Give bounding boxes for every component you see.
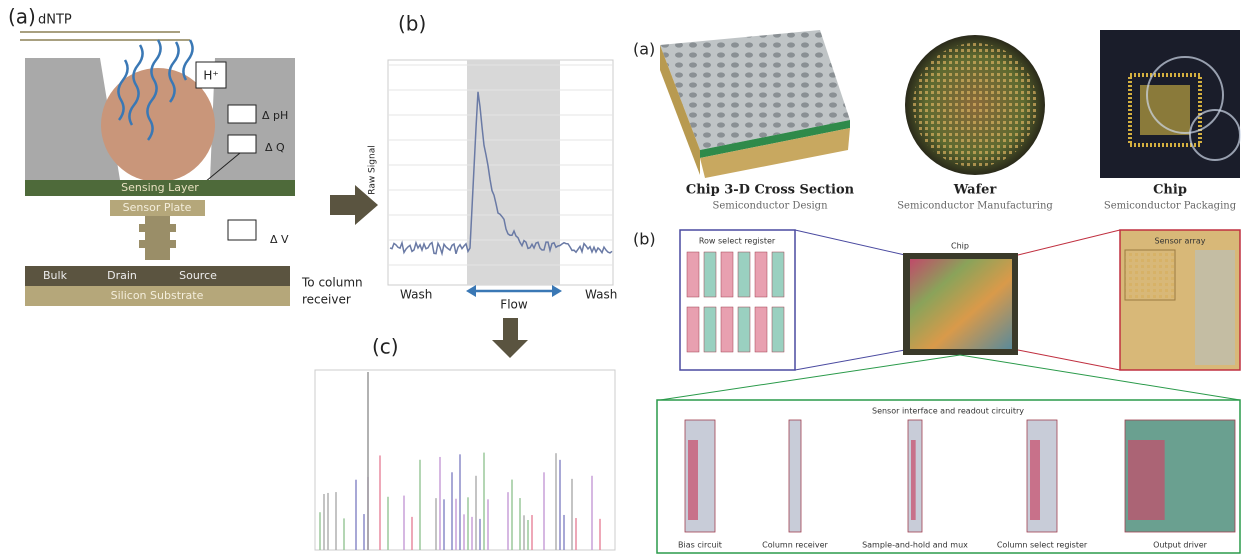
delta-ph: Δ pH [262, 109, 288, 122]
component-detail [1128, 440, 1165, 520]
cell [704, 307, 716, 352]
plot-area [315, 370, 615, 550]
dntp-label: dNTP [38, 13, 72, 28]
delta-q: Δ Q [265, 141, 285, 154]
cell [687, 252, 699, 297]
substrate-label: Silicon Substrate [111, 289, 204, 302]
sensor-grid [1125, 250, 1175, 300]
delta-v: Δ V [270, 233, 289, 246]
sensing-layer-label: Sensing Layer [121, 181, 199, 194]
receiver-label: receiver [302, 293, 351, 307]
image-title: Chip 3-D Cross Section [686, 183, 855, 198]
component-layout [789, 420, 801, 532]
component-label: Sample-and-hold and mux [862, 541, 968, 550]
image-subtitle: Semiconductor Packaging [1104, 201, 1237, 212]
cell [755, 307, 767, 352]
component-label: Bias circuit [678, 541, 722, 550]
y-axis-label: Raw Signal [368, 145, 378, 194]
wash-label: Wash [400, 288, 432, 302]
image-subtitle: Semiconductor Manufacturing [897, 201, 1053, 212]
image-title: Chip [1153, 183, 1187, 198]
cell [772, 307, 784, 352]
component-detail [911, 440, 916, 520]
panel-label: (a) [8, 5, 36, 29]
cell [738, 252, 750, 297]
image-subtitle: Semiconductor Design [712, 201, 828, 212]
panel-label: (a) [633, 40, 655, 59]
down-arrow [492, 318, 528, 358]
q-box [228, 135, 256, 153]
source-label: Source [179, 269, 217, 282]
chip-label: Chip [951, 242, 969, 251]
figure: (a) dNTP H⁺ Δ pH Δ Q Sensing Layer Senso… [0, 0, 1250, 555]
interface-title: Sensor interface and readout circuitry [872, 407, 1024, 416]
cell [704, 252, 716, 297]
panel-label: (b) [633, 230, 656, 249]
image-title: Wafer [953, 183, 997, 198]
bulk-label: Bulk [43, 269, 68, 282]
wash-label: Wash [585, 288, 617, 302]
cell [687, 307, 699, 352]
component-detail [688, 440, 698, 520]
component-label: Column receiver [762, 541, 828, 550]
cell [772, 252, 784, 297]
v-box [228, 220, 256, 240]
arrowhead [466, 285, 476, 297]
sensor-array-label: Sensor array [1155, 237, 1206, 246]
zoom-line [795, 230, 905, 255]
row-select-label: Row select register [699, 237, 776, 246]
via-stack [139, 216, 176, 260]
flow-region [467, 60, 560, 285]
component-label: Column select register [997, 541, 1088, 550]
arrowhead [552, 285, 562, 297]
zoom-line [795, 350, 905, 370]
receiver-label: To column [301, 276, 363, 290]
cell [755, 252, 767, 297]
chip-die [910, 259, 1012, 349]
cell [738, 307, 750, 352]
panel-label: (b) [398, 12, 426, 36]
drain-label: Drain [107, 269, 137, 282]
cell [721, 252, 733, 297]
component-label: Output driver [1153, 541, 1208, 550]
panel-label: (c) [372, 335, 399, 359]
wafer-dies [913, 43, 1037, 167]
sensor-plate-label: Sensor Plate [123, 201, 192, 214]
page: (a) dNTP H⁺ Δ pH Δ Q Sensing Layer Senso… [0, 0, 1250, 555]
sensor-routing [1195, 250, 1235, 365]
cell [721, 307, 733, 352]
flow-label: Flow [500, 298, 528, 312]
proton-label: H⁺ [203, 69, 218, 83]
component-detail [1030, 440, 1040, 520]
ph-box [228, 105, 256, 123]
zoom-line [1018, 230, 1120, 255]
